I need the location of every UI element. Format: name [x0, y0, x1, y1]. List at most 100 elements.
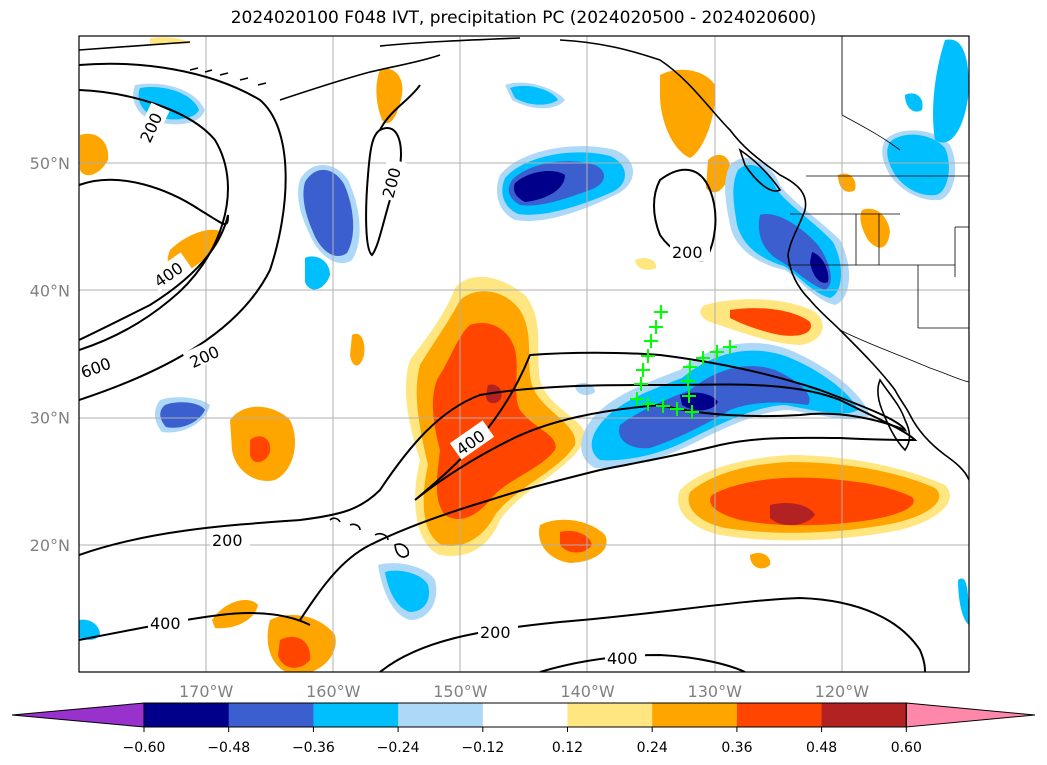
vancouver-island	[738, 148, 782, 192]
positive-anomaly-region	[350, 333, 365, 366]
station-marker	[644, 334, 658, 348]
longitude-label: 130°W	[688, 682, 743, 701]
colorbar-extend-low	[11, 702, 145, 728]
ivt-contour-400	[79, 612, 311, 641]
negative-anomaly-region	[303, 169, 354, 257]
colorbar-tick-label: 0.24	[637, 740, 668, 756]
precip-fill-layer	[79, 37, 969, 672]
positive-anomaly-region	[706, 154, 731, 193]
map-area: 200 200 200 200 200 400 400 400 400 200 …	[78, 36, 969, 672]
colorbar-tick-label: 0.36	[721, 740, 752, 756]
colorbar-swatch	[736, 703, 823, 727]
ivt-contour-200	[365, 127, 402, 257]
station-marker	[696, 351, 710, 365]
positive-anomaly-region	[250, 436, 271, 463]
colorbar-tick-label: 0.48	[806, 740, 837, 756]
longitude-label: 120°W	[815, 682, 870, 701]
positive-anomaly-region	[710, 477, 914, 526]
colorbar-swatch	[398, 703, 484, 727]
longitude-label: 160°W	[306, 682, 361, 701]
station-marker	[685, 405, 699, 419]
station-marker	[649, 320, 663, 334]
political-boundaries	[788, 36, 969, 383]
colorbar-swatch	[821, 703, 907, 727]
station-marker	[681, 374, 695, 388]
map-frame	[78, 35, 970, 673]
station-marker	[641, 397, 655, 411]
station-marker	[723, 340, 737, 354]
colorbar-swatch	[144, 703, 230, 727]
station-marker	[670, 402, 684, 416]
colorbar-tick-label: 0.60	[891, 740, 922, 756]
positive-anomaly-region	[770, 503, 815, 526]
latitude-label: 40°N	[30, 281, 70, 300]
latitude-label: 30°N	[30, 409, 70, 428]
latitude-labels: 50°N 40°N 30°N 20°N	[30, 154, 70, 555]
negative-anomaly-region	[958, 578, 969, 625]
latitude-label: 20°N	[30, 536, 70, 555]
negative-anomaly-region	[887, 134, 949, 196]
positive-anomaly-region	[750, 553, 771, 569]
ivt-contour-200	[379, 84, 421, 131]
aleutian-islands	[189, 67, 267, 86]
longitude-label: 150°W	[433, 682, 488, 701]
station-marker	[630, 392, 644, 406]
negative-anomaly-region	[385, 570, 430, 612]
positive-anomaly-region	[660, 69, 716, 158]
station-markers	[630, 305, 737, 419]
contour-label: 200	[480, 623, 511, 642]
negative-anomaly-region	[510, 85, 558, 105]
station-marker	[634, 377, 648, 391]
colorbar-tick-label: −0.12	[461, 740, 504, 756]
positive-anomaly-region	[730, 308, 811, 336]
colorbar-tick-label: −0.48	[207, 740, 250, 756]
colorbar-swatch	[313, 703, 399, 727]
contour-label: 400	[150, 614, 181, 633]
station-marker	[682, 389, 696, 403]
baja-coastline	[877, 378, 911, 452]
positive-anomaly-region	[560, 530, 592, 553]
station-marker	[641, 349, 655, 363]
negative-anomaly-region	[905, 93, 923, 112]
figure-title: 2024020100 F048 IVT, precipitation PC (2…	[230, 8, 817, 28]
colorbar-extend-high	[905, 702, 1036, 728]
colorbar-swatch	[652, 703, 738, 727]
longitude-label: 140°W	[560, 682, 615, 701]
negative-anomaly-region	[810, 252, 829, 283]
colorbar-swatch	[567, 703, 653, 727]
ivt-contour-400	[539, 653, 746, 672]
negative-anomaly-region	[513, 171, 565, 202]
colorbar-tick-label: −0.60	[123, 740, 166, 756]
mexico-coastline	[839, 329, 969, 481]
positive-anomaly-region	[80, 133, 109, 176]
ivt-contour-200	[379, 596, 926, 672]
station-marker	[683, 360, 697, 374]
station-marker	[656, 399, 670, 413]
coastlines	[79, 37, 969, 558]
ivt-contour-600	[79, 178, 229, 341]
colorbar-tick-label: 0.12	[552, 740, 583, 756]
alaska-coastline	[79, 37, 841, 331]
station-marker	[636, 363, 650, 377]
positive-anomaly-region	[635, 257, 657, 270]
negative-anomaly-region	[933, 39, 969, 143]
negative-anomaly-region	[305, 256, 330, 290]
negative-anomaly-region	[160, 402, 205, 428]
station-marker	[654, 305, 668, 319]
positive-anomaly-region	[278, 636, 311, 668]
colorbar-tick-label: −0.36	[292, 740, 335, 756]
longitude-label: 170°W	[179, 682, 234, 701]
colorbar-tick-label: −0.24	[377, 740, 420, 756]
contour-label: 600	[78, 354, 113, 382]
ivt-contour-400	[414, 351, 908, 501]
colorbar: −0.60 −0.48 −0.36 −0.24 −0.12 0.12 0.24 0.36 0.4…	[11, 702, 1036, 756]
hawaii-islands	[329, 517, 410, 558]
positive-anomaly-region	[860, 208, 890, 248]
longitude-labels: 170°W 160°W 150°W 140°W 130°W 120°W	[179, 682, 869, 701]
contour-label: 200	[379, 166, 405, 200]
station-marker	[710, 345, 724, 359]
contour-label: 400	[607, 649, 638, 668]
negative-anomaly-region	[619, 366, 810, 449]
ivt-contour-200	[79, 383, 918, 621]
